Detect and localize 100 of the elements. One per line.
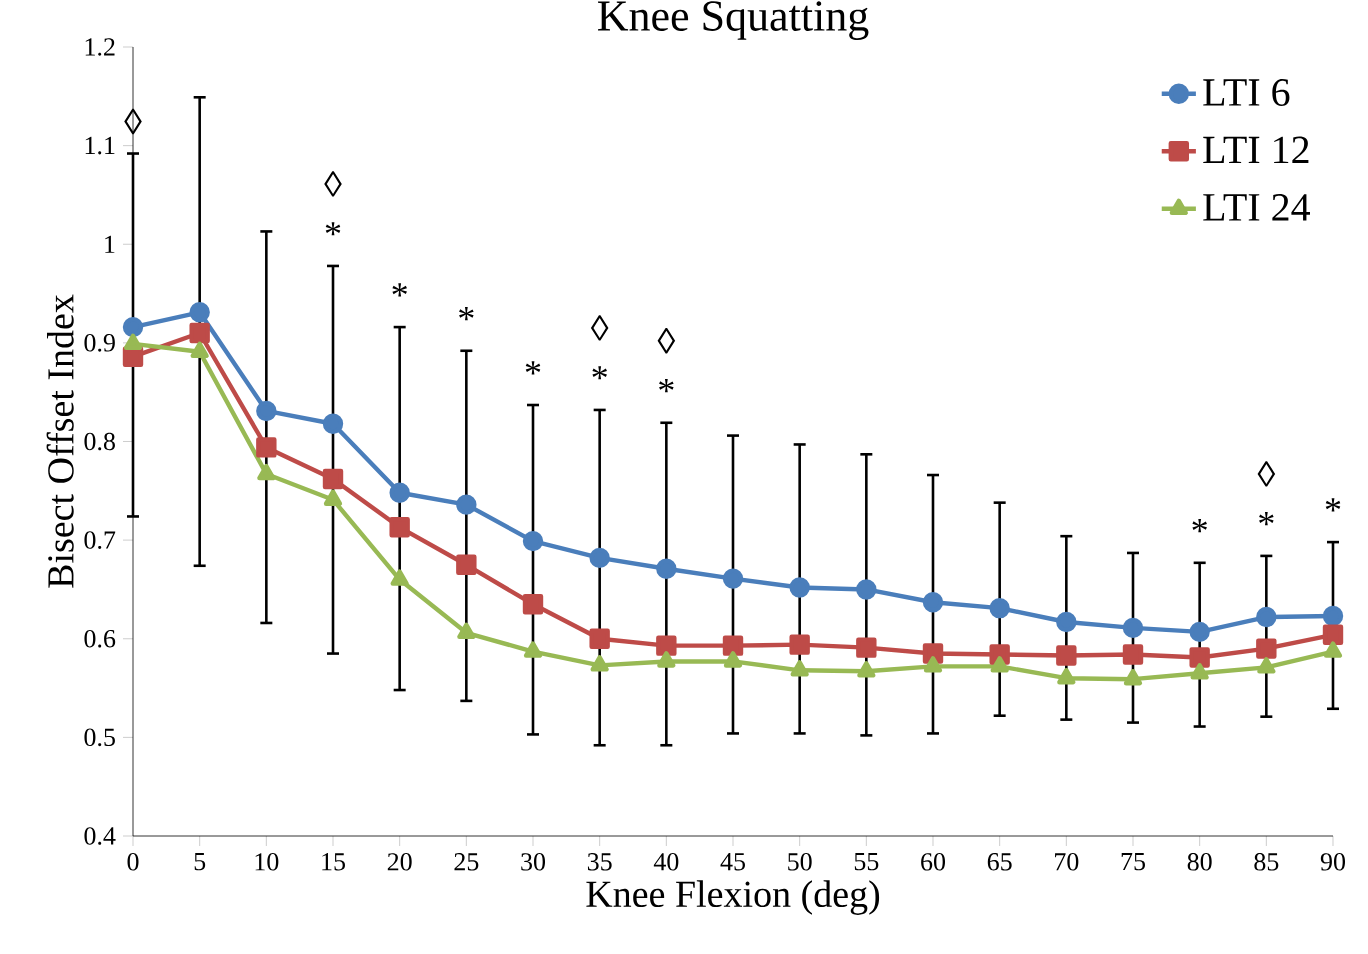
point [1257,657,1276,674]
y-tick-label: 0.4 [84,827,116,845]
annotation: * [392,283,407,297]
point [189,302,210,323]
point [522,594,544,615]
x-tick-label: 70 [1055,853,1079,871]
annotation: * [459,306,474,321]
point [1057,668,1076,685]
point [323,489,343,506]
point [390,569,409,586]
point [389,482,410,503]
point [522,530,544,552]
x-tick-label: 35 [587,853,612,871]
annotation: * [525,361,541,375]
x-tick-label: 0 [127,853,139,871]
y-tick-label: 1.2 [85,38,115,56]
point [1256,606,1277,628]
y-tick-label: 0.7 [84,531,116,549]
point [189,322,210,344]
point [657,651,676,668]
x-tick-label: 50 [788,853,812,871]
point [456,554,477,575]
y-axis-title: Bisect Offset Index [46,294,74,588]
point [856,637,877,658]
point [1189,647,1210,668]
point [257,463,276,481]
point [722,635,744,656]
x-tick-label: 90 [1320,853,1346,871]
point [256,400,277,422]
y-tick-label: 0.9 [84,334,115,352]
point [790,660,809,677]
point [1256,638,1277,659]
point [1322,624,1344,645]
point [923,656,943,673]
x-tick-label: 60 [921,853,946,871]
point [990,656,1009,673]
point [1122,617,1144,639]
x-tick-label: 75 [1121,853,1145,871]
point [789,577,810,598]
x-tick-label: 80 [1187,853,1212,871]
point [1056,611,1077,633]
x-axis-title: Knee Flexion (deg) [586,880,880,915]
x-tick-label: 15 [322,853,345,871]
point [1190,663,1209,680]
point [1123,668,1143,686]
annotation: * [1325,498,1341,512]
y-tick-label: 0.6 [84,629,116,648]
point [723,651,743,668]
annotation: * [1192,519,1207,533]
point [122,316,144,338]
annotation: ◊ [124,108,142,135]
annotation: * [592,366,607,380]
annotation: ◊ [324,171,342,197]
point [722,568,744,589]
annotation: * [325,222,341,236]
y-tick-label: 1 [105,235,115,253]
legend-label: LTI 24 [1203,194,1310,221]
x-tick-label: 65 [987,853,1012,871]
annotation: * [659,378,674,393]
x-tick-label: 25 [454,853,479,871]
point [922,592,944,613]
x-tick-label: 20 [387,853,412,871]
y-tick-label: 1.1 [85,136,115,155]
point [656,558,677,579]
point [989,597,1010,619]
y-tick-label: 0.8 [84,432,115,451]
point [256,437,277,458]
x-tick-label: 5 [194,853,206,871]
point [1122,644,1144,665]
point [589,628,610,649]
point [1322,605,1344,627]
x-tick-label: 45 [720,853,745,871]
y-tick-label: 0.5 [84,728,115,747]
point [789,634,810,655]
point [123,333,143,351]
x-tick-label: 85 [1254,853,1279,871]
legend-label: LTI 6 [1203,79,1290,106]
x-tick-label: 40 [653,853,679,871]
annotation: * [1259,512,1274,526]
chart-title: Knee Squatting [598,1,869,40]
point [389,517,410,538]
point [456,494,477,515]
point [656,635,677,656]
point [457,622,476,640]
annotation: ◊ [657,328,676,354]
x-tick-label: 30 [521,853,546,871]
point [1056,645,1077,666]
annotation: ◊ [590,315,609,341]
point [589,547,610,569]
annotation: ◊ [1257,461,1276,487]
point [523,641,543,658]
point [1189,621,1210,643]
point [322,413,344,434]
legend-label: LTI 12 [1203,136,1309,164]
x-tick-label: 55 [854,853,879,871]
x-tick-label: 10 [255,853,279,871]
point [857,661,876,678]
point [1323,641,1343,658]
point [590,655,609,672]
point [856,579,877,600]
